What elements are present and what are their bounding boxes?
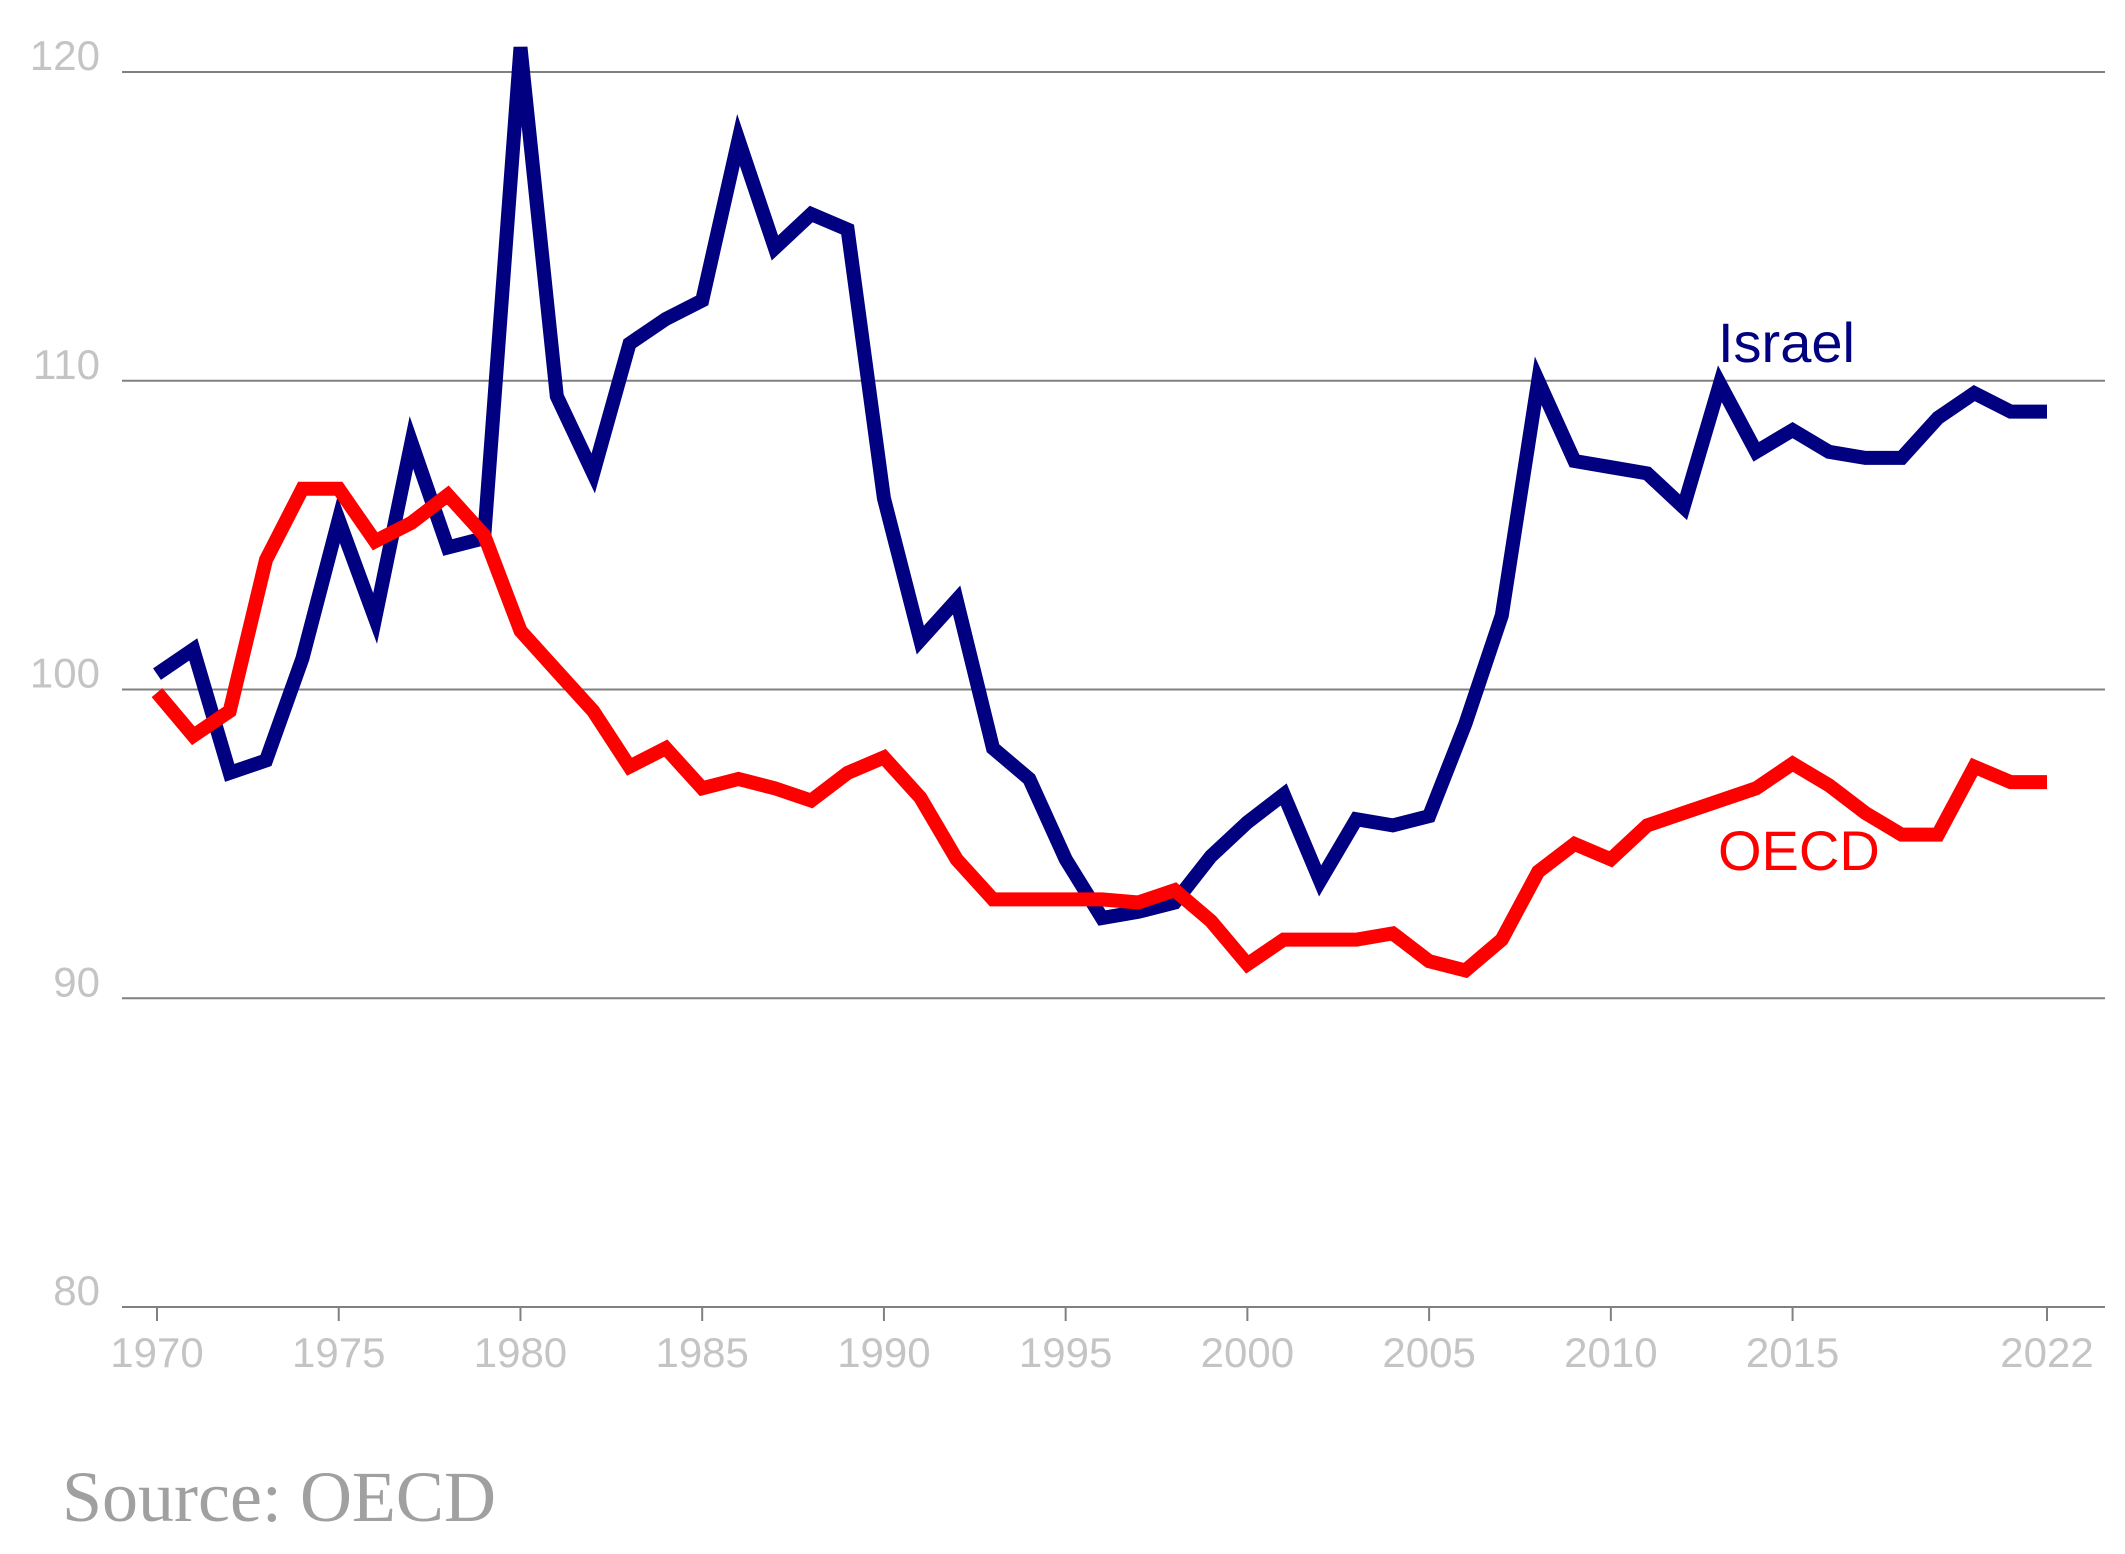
series-lines (151, 46, 2047, 979)
x-tick-labels: 1970 1975 1980 1985 1990 1995 2000 2005 2010 2015… (110, 1329, 2093, 1376)
x-tick-label: 2010 (1564, 1329, 1657, 1376)
source-note: Source: OECD (62, 1457, 496, 1537)
y-tick-labels: 80 90 100 110 120 (30, 32, 100, 1314)
x-tick-label: 2005 (1382, 1329, 1475, 1376)
x-tick-label: 1995 (1019, 1329, 1112, 1376)
x-tick-label: 1990 (837, 1329, 930, 1376)
x-axis (122, 1306, 2105, 1321)
y-tick-label: 120 (30, 32, 100, 79)
israel-series-label: Israel (1718, 311, 1855, 374)
oecd-series-line (151, 481, 2047, 979)
y-tick-label: 110 (33, 341, 100, 388)
x-tick-label: 2015 (1746, 1329, 1839, 1376)
x-tick-label: 1970 (110, 1329, 203, 1376)
x-tick-label: 2022 (2000, 1329, 2093, 1376)
x-tick-label: 1985 (655, 1329, 748, 1376)
x-tick-label: 2000 (1201, 1329, 1294, 1376)
x-tick-label: 1975 (292, 1329, 385, 1376)
israel-series-line (153, 46, 2047, 926)
oecd-series-label: OECD (1718, 819, 1880, 882)
y-tick-label: 90 (53, 958, 100, 1005)
grid-lines (122, 71, 2105, 1000)
y-tick-label: 100 (30, 650, 100, 697)
x-tick-label: 1980 (474, 1329, 567, 1376)
y-tick-label: 80 (53, 1267, 100, 1314)
